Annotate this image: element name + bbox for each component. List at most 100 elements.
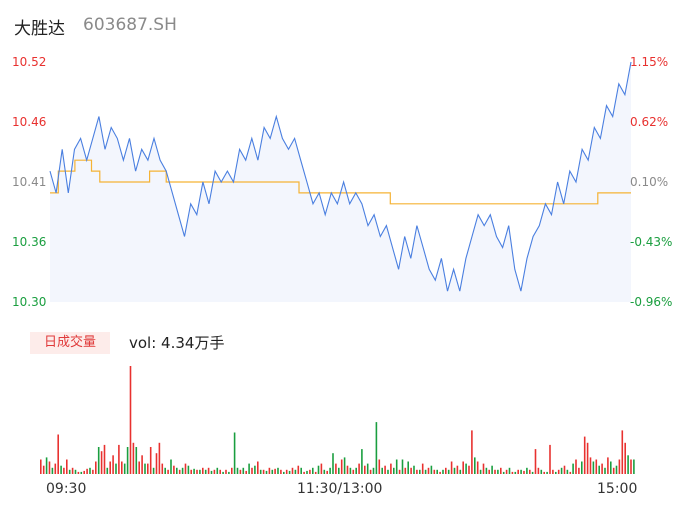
volume-bar [569,471,572,474]
volume-bar [152,467,155,474]
volume-bar [74,469,77,474]
volume-bar [430,465,433,474]
volume-bar [407,461,409,474]
volume-bar [340,459,343,474]
volume-bar [352,469,355,474]
volume-bar [51,467,54,474]
volume-readout: vol: 4.34万手 [129,334,225,352]
volume-bar [595,459,598,474]
volume-bar [202,467,204,474]
volume-bar [207,467,210,474]
volume-bar [393,467,395,474]
price-line [49,61,632,292]
volume-bar [147,463,149,474]
volume-bar [459,469,462,474]
volume-bar [268,467,271,474]
volume-bar [589,457,592,474]
volume-bar [633,459,635,474]
volume-bar [262,469,265,474]
volume-bar [274,468,276,474]
volume-bar [265,470,268,474]
volume-bar [563,465,566,474]
volume-bar [349,467,352,474]
volume-bar [225,469,227,474]
volume-bar [543,471,545,474]
volume-bar [48,461,51,474]
volume-bar [615,465,618,474]
y-tick-label-left: 10.36 [12,235,47,249]
volume-bar [181,467,184,474]
volume-bar [135,447,138,474]
volume-bar [155,453,158,474]
volume-bar [601,463,603,474]
volume-bar [375,422,378,474]
volume-bar [300,467,302,474]
daily-volume-badge[interactable]: 日成交量 [30,332,110,354]
volume-bar [476,461,479,474]
volume-bar [471,430,473,474]
volume-bar [378,459,381,474]
volume-bar [285,469,288,474]
volume-bar [312,467,314,474]
volume-bar [502,471,505,474]
volume-bar [60,465,62,474]
volume-bar [176,467,178,474]
volume-bar [109,461,111,474]
y-tick-label-left: 10.41 [12,175,47,189]
volume-bar [537,467,540,474]
volume-bar [77,471,80,474]
volume-bar [199,469,201,474]
volume-bar [271,469,274,474]
volume-bar [259,469,262,474]
volume-bar [494,469,496,474]
volume-bar [523,470,525,474]
volume-bar [71,467,74,474]
volume-bar [358,463,360,474]
volume-bar [57,434,59,474]
volume-bar [387,469,389,474]
volume-bar [236,467,239,474]
volume-bar [338,467,340,474]
volume-bar [118,444,120,474]
volume-bar [410,467,412,474]
volume-bar [578,467,580,474]
average-price-line [50,159,631,205]
volume-bar [361,449,363,474]
volume-bar [566,469,569,474]
volume-bar [242,467,245,474]
volume-bar [381,467,383,474]
volume-bar [540,469,543,474]
volume-bar [372,467,375,474]
volume-bar [100,451,103,474]
volume-bar [42,465,45,474]
volume-bar [239,469,242,474]
volume-bar [66,459,68,474]
volume-bar [190,469,192,474]
volume-bar [364,465,366,474]
volume-bar [210,470,213,474]
volume-bar [462,461,464,474]
volume-bar [158,442,161,474]
volume-bar [219,469,221,474]
volume-bar [167,469,169,474]
stock-name: 大胜达 [14,19,65,39]
volume-bar [40,459,42,474]
volume-bar [231,467,233,474]
x-tick-label: 09:30 [46,481,87,497]
volume-bar [355,467,357,474]
volume-bar [129,366,132,474]
volume-bar [508,467,511,474]
volume-bar [335,463,337,474]
volume-bar [103,444,106,474]
volume-bar [572,463,574,474]
volume-bar [546,471,548,474]
volume-bar [291,467,294,474]
volume-bar [395,459,398,474]
x-tick-label: 15:00 [597,481,638,497]
y-tick-label-right: 0.10% [630,175,669,189]
volume-bar [184,463,187,474]
y-tick-label-right: -0.43% [630,235,673,249]
volume-bar [468,465,470,474]
volume-bar [424,469,427,474]
volume-bar [419,469,421,474]
